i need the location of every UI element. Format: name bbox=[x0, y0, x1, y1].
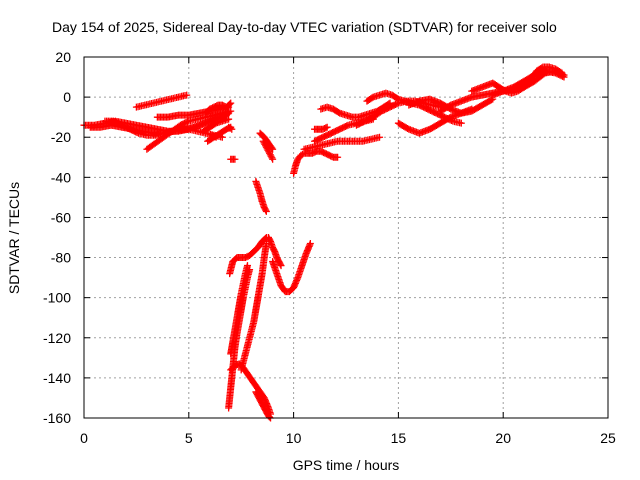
data-point bbox=[322, 124, 330, 132]
x-tick-label: 0 bbox=[80, 430, 88, 446]
data-point bbox=[183, 118, 191, 126]
data-series bbox=[199, 115, 233, 135]
x-tick-label: 25 bbox=[600, 430, 616, 446]
data-point bbox=[260, 139, 268, 147]
data-series bbox=[227, 155, 239, 163]
data-series bbox=[264, 234, 285, 270]
y-tick-label: -140 bbox=[43, 370, 71, 386]
data-point bbox=[265, 149, 273, 157]
x-tick-label: 20 bbox=[495, 430, 511, 446]
data-point bbox=[266, 151, 274, 159]
data-series bbox=[225, 123, 236, 133]
y-tick-label: -40 bbox=[51, 169, 71, 185]
data-point bbox=[263, 145, 271, 153]
data-point bbox=[267, 152, 275, 160]
data-point bbox=[268, 154, 276, 162]
y-tick-label: -80 bbox=[51, 250, 71, 266]
data-series bbox=[132, 91, 191, 111]
data-point bbox=[259, 137, 267, 145]
x-tick-label: 5 bbox=[185, 430, 193, 446]
data-point bbox=[487, 96, 495, 104]
data-point bbox=[133, 129, 141, 137]
data-series bbox=[311, 123, 331, 133]
data-series bbox=[489, 67, 568, 99]
data-point bbox=[264, 146, 272, 154]
data-series bbox=[208, 131, 220, 141]
data-point bbox=[265, 148, 273, 156]
data-series bbox=[258, 197, 270, 215]
data-series bbox=[252, 388, 275, 422]
x-tick-label: 15 bbox=[391, 430, 407, 446]
data-point bbox=[268, 144, 276, 152]
data-point bbox=[269, 155, 277, 163]
data-point bbox=[212, 133, 220, 141]
data-series bbox=[237, 240, 270, 374]
data-point bbox=[277, 262, 285, 270]
data-point bbox=[183, 91, 191, 99]
data-series bbox=[226, 234, 272, 278]
data-point bbox=[226, 124, 234, 132]
y-tick-label: -20 bbox=[51, 129, 71, 145]
data-point bbox=[227, 99, 235, 107]
data-series bbox=[259, 137, 277, 163]
plot-frame bbox=[83, 56, 609, 419]
data-point bbox=[231, 155, 239, 163]
data-point bbox=[376, 133, 384, 141]
data-point bbox=[262, 143, 270, 151]
data-point bbox=[261, 140, 269, 148]
data-point bbox=[228, 125, 236, 133]
y-tick-label: -60 bbox=[51, 209, 71, 225]
data-point bbox=[243, 262, 251, 270]
y-tick-label: -120 bbox=[43, 330, 71, 346]
data-point bbox=[343, 122, 351, 130]
y-tick-label: 0 bbox=[63, 89, 71, 105]
data-point bbox=[457, 119, 465, 127]
x-axis-label: GPS time / hours bbox=[293, 457, 400, 473]
y-axis-label: SDTVAR / TECUs bbox=[6, 182, 22, 294]
y-tick-label: -100 bbox=[43, 290, 71, 306]
data-point bbox=[306, 240, 314, 248]
data-point bbox=[262, 206, 270, 214]
data-point bbox=[262, 207, 270, 215]
data-point bbox=[226, 100, 234, 108]
y-tick-label: 20 bbox=[55, 49, 71, 65]
axis-ticks: 0 5 10 15 20 25 20 0 -20 -40 -60 -80 -100 -120 -140 -16… bbox=[43, 49, 616, 446]
data-series bbox=[290, 147, 342, 177]
data-point bbox=[265, 413, 273, 421]
data-point bbox=[334, 153, 342, 161]
data-point bbox=[560, 73, 568, 81]
data-point bbox=[559, 72, 567, 80]
data-series bbox=[202, 99, 235, 117]
data-series bbox=[269, 240, 314, 296]
data-point bbox=[276, 260, 284, 268]
data-point bbox=[323, 123, 331, 131]
data-point bbox=[225, 115, 233, 123]
x-tick-label: 10 bbox=[286, 430, 302, 446]
data-point bbox=[211, 133, 219, 141]
data-point bbox=[227, 107, 235, 115]
data-marks bbox=[80, 63, 568, 422]
data-series bbox=[300, 133, 384, 153]
data-series bbox=[363, 89, 465, 127]
grid bbox=[84, 57, 608, 418]
chart-title: Day 154 of 2025, Sidereal Day-to-day VTE… bbox=[52, 19, 557, 35]
data-point bbox=[262, 142, 270, 150]
data-series bbox=[227, 262, 251, 358]
y-tick-label: -160 bbox=[43, 410, 71, 426]
